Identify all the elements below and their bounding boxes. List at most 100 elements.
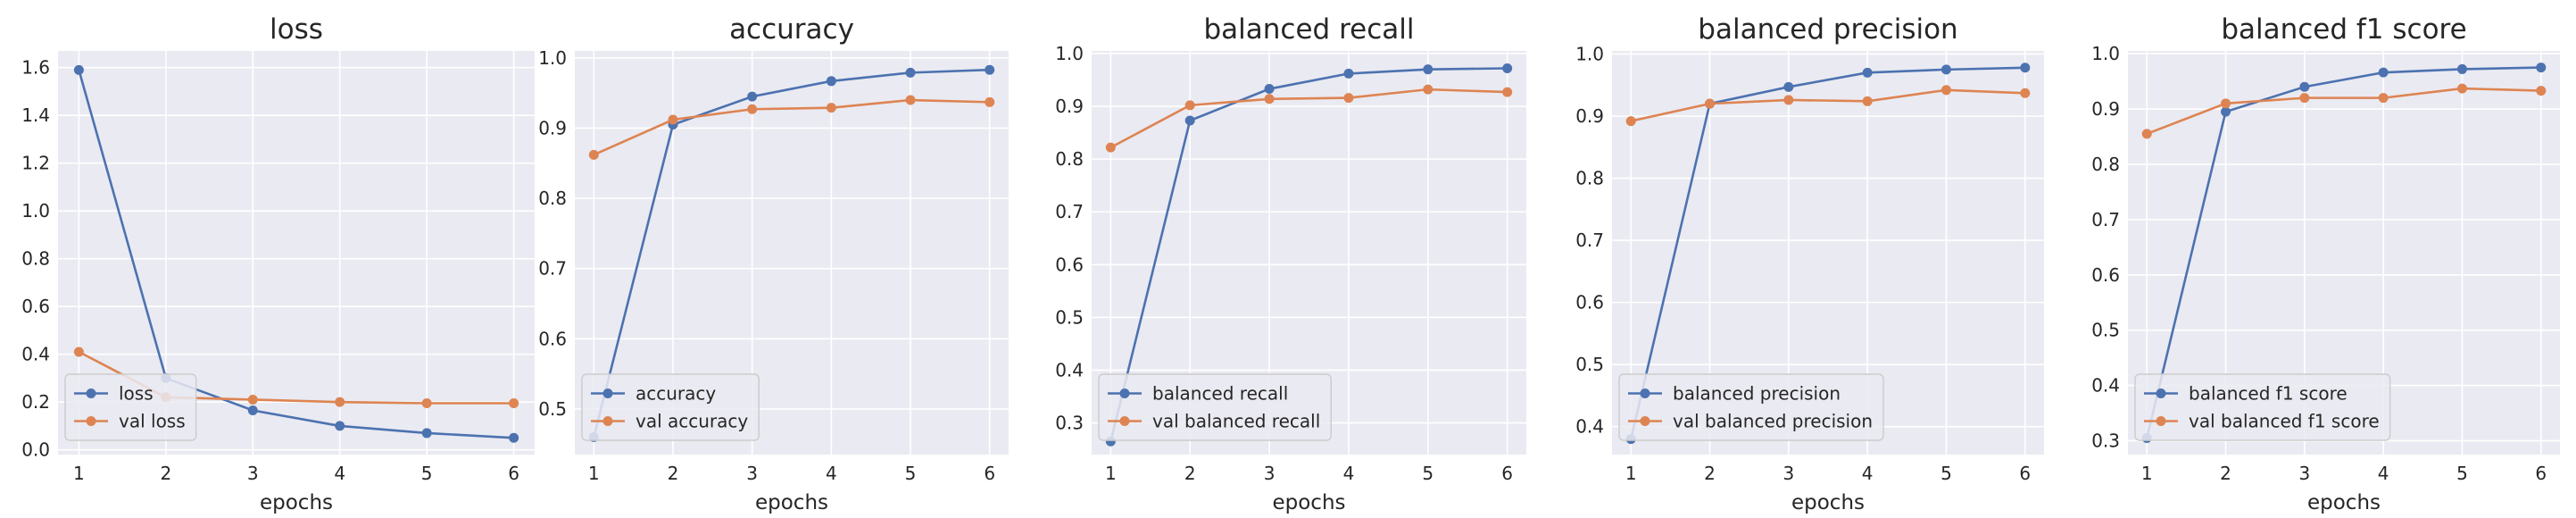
x-tick-label: 4 (334, 463, 345, 484)
y-tick-label: 0.5 (2091, 320, 2120, 341)
data-point (2020, 63, 2031, 73)
data-point (1502, 63, 1513, 73)
y-tick-label: 0.7 (1055, 201, 1084, 222)
x-tick-label: 2 (1704, 463, 1716, 484)
x-tick-label: 6 (2535, 463, 2547, 484)
data-point (2221, 98, 2231, 109)
x-tick-label: 2 (668, 463, 679, 484)
series-line (1109, 67, 1508, 442)
y-tick-label: 0.7 (1575, 230, 1604, 251)
y-tick-label: 1.6 (21, 57, 50, 79)
x-tick-label: 2 (2220, 463, 2231, 484)
data-point (2221, 106, 2231, 117)
y-tick-label: 0.6 (2091, 264, 2120, 286)
x-axis-label: epochs (2307, 491, 2381, 514)
series-line (2145, 66, 2541, 439)
y-tick-label: 1.2 (21, 153, 50, 174)
data-point (1940, 85, 1951, 96)
data-point (826, 76, 836, 87)
data-point (1343, 68, 1354, 79)
x-tick-label: 3 (1782, 463, 1794, 484)
y-tick-label: 0.7 (2091, 209, 2120, 230)
legend-label: val balanced f1 score (2189, 411, 2380, 432)
y-tick-label: 1.0 (538, 47, 567, 69)
series-line (593, 98, 990, 156)
data-point (73, 64, 84, 75)
y-tick-label: 0.6 (1055, 254, 1084, 275)
chart-balanced-f1-score: 1 2 3 4 5 6 0.3 0.4 0.5 0.6 0.7 0.8 0.9 1.0 balanced f… (2091, 13, 2560, 514)
legend: accuracy val accuracy (581, 373, 760, 441)
data-point (588, 149, 599, 160)
y-tick-label: 0.6 (1575, 292, 1604, 313)
legend: balanced recall val balanced recall (1098, 373, 1332, 441)
data-point (2141, 129, 2152, 139)
chart-title: loss (270, 13, 323, 46)
data-point (1105, 142, 1116, 153)
data-point (2299, 93, 2310, 104)
x-axis-label: epochs (260, 491, 333, 514)
data-point (1705, 98, 1716, 109)
data-point (421, 428, 432, 439)
legend-swatch-marker (86, 388, 96, 398)
chart-accuracy: 1 2 3 4 5 6 0.5 0.6 0.7 0.8 0.9 1.0 accuracy epochs ac… (538, 13, 1009, 514)
data-point (247, 405, 258, 416)
legend-swatch-marker (1640, 416, 1650, 426)
data-point (2299, 81, 2310, 92)
x-tick-label: 5 (2456, 463, 2468, 484)
y-tick-label: 1.0 (21, 200, 50, 221)
x-tick-label: 5 (421, 463, 433, 484)
data-point (1783, 95, 1794, 105)
data-point (1502, 87, 1513, 97)
series-balanced-f1-score (2141, 63, 2547, 443)
series-line (1109, 88, 1508, 149)
y-tick-label: 0.8 (21, 248, 50, 270)
data-point (1625, 116, 1636, 127)
legend-label: val balanced precision (1673, 411, 1873, 432)
x-tick-label: 3 (2298, 463, 2310, 484)
x-tick-label: 1 (588, 463, 600, 484)
x-tick-label: 6 (508, 463, 519, 484)
data-point (2020, 88, 2031, 98)
y-tick-label: 0.6 (21, 296, 50, 317)
y-tick-label: 0.9 (1055, 96, 1084, 117)
legend-label: val balanced recall (1152, 411, 1320, 432)
legend: loss val loss (64, 373, 197, 441)
chart-balanced-recall: 1 2 3 4 5 6 0.3 0.4 0.5 0.6 0.7 0.8 0.9 1.0 balanced r… (1055, 13, 1526, 514)
series-line (1629, 66, 2025, 439)
data-point (1184, 100, 1195, 111)
data-point (335, 421, 345, 431)
y-tick-label: 0.8 (538, 188, 567, 209)
y-tick-label: 0.6 (538, 328, 567, 349)
x-tick-label: 3 (247, 463, 259, 484)
legend-box (2134, 373, 2391, 441)
x-tick-label: 4 (826, 463, 837, 484)
legend: balanced f1 score val balanced f1 score (2134, 373, 2391, 441)
x-tick-label: 1 (1625, 463, 1637, 484)
x-tick-label: 6 (1501, 463, 1513, 484)
legend-label: balanced f1 score (2189, 383, 2347, 405)
legend-swatch-marker (1119, 416, 1130, 426)
legend-label: balanced recall (1152, 383, 1288, 405)
data-point (1343, 93, 1354, 104)
chart-title: balanced f1 score (2221, 13, 2466, 46)
y-tick-label: 0.5 (1575, 354, 1604, 375)
legend-swatch-marker (2156, 416, 2166, 426)
series-balanced-recall (1105, 63, 1513, 447)
y-tick-label: 1.0 (1055, 43, 1084, 64)
legend-box (64, 373, 197, 441)
legend-swatch-marker (1119, 388, 1130, 398)
data-point (73, 347, 84, 357)
x-tick-label: 5 (1940, 463, 1952, 484)
x-tick-label: 3 (746, 463, 758, 484)
series-val-accuracy (588, 95, 995, 160)
data-point (2378, 67, 2389, 78)
x-tick-label: 5 (1422, 463, 1433, 484)
y-tick-label: 0.7 (538, 258, 567, 280)
chart-title: balanced precision (1698, 13, 1957, 46)
x-axis-label: epochs (1791, 491, 1865, 514)
y-tick-label: 1.4 (21, 104, 50, 126)
series-line (2146, 87, 2541, 136)
legend-label: loss (119, 383, 154, 405)
chart-loss: 1 2 3 4 5 6 0.0 0.2 0.4 0.6 0.8 1.0 1.2 1.4 1.6 loss epo… (21, 13, 535, 514)
